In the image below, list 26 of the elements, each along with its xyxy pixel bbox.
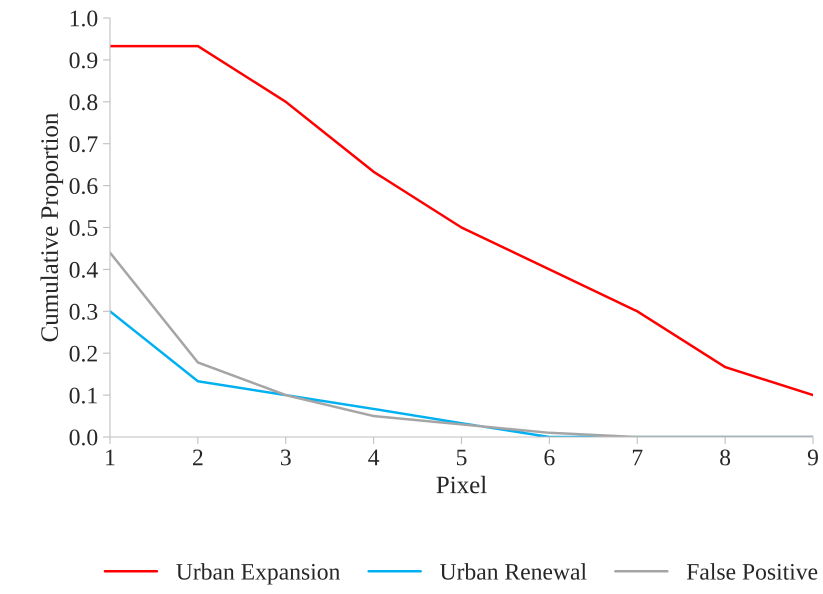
y-tick-label: 0.7	[70, 136, 98, 152]
legend-label: Urban Expansion	[176, 563, 340, 585]
y-axis-title: Cumulative Proportion	[40, 112, 64, 342]
legend-label: Urban Renewal	[440, 563, 587, 580]
x-tick-label: 4	[368, 450, 380, 466]
x-tick-label: 2	[193, 450, 202, 466]
y-tick-label: 0.6	[70, 178, 98, 194]
x-tick-label: 3	[280, 450, 291, 466]
y-tick-label: 0.8	[70, 94, 98, 110]
x-tick-label: 9	[808, 450, 818, 466]
x-axis-title: Pixel	[436, 476, 487, 494]
y-tick-label: 0.4	[70, 262, 98, 278]
y-tick-label: 0.5	[70, 220, 98, 236]
x-tick-label: 6	[544, 450, 555, 466]
y-tick-label: 0.9	[70, 52, 98, 68]
x-tick-label: 7	[632, 450, 642, 466]
x-tick-label: 1	[106, 450, 114, 466]
y-tick-label: 1.0	[70, 10, 98, 27]
x-tick-label: 5	[456, 450, 466, 466]
legend-label: False Positive	[686, 563, 818, 580]
y-tick-label: 0.1	[70, 388, 97, 404]
y-tick-label: 0.2	[70, 346, 97, 362]
y-tick-label: 0.0	[70, 429, 98, 446]
line-series	[110, 44, 813, 396]
x-tick-label: 8	[720, 449, 730, 466]
y-tick-label: 0.3	[70, 304, 98, 320]
